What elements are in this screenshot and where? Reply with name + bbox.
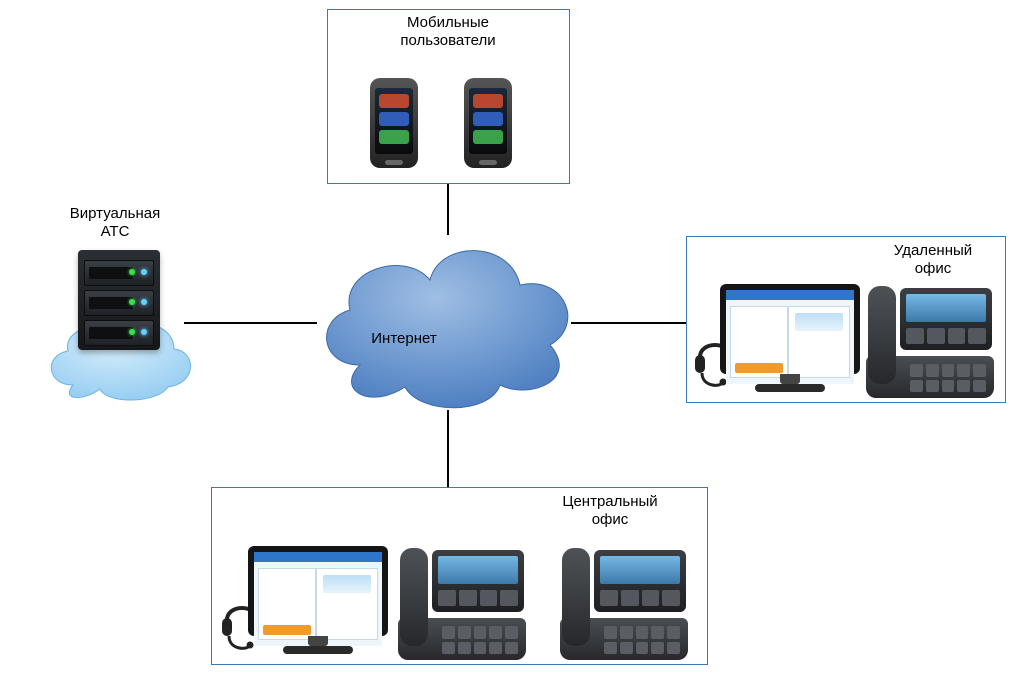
central-office-label: Центральный офис — [562, 493, 657, 529]
ip-phone-icon — [398, 550, 526, 660]
diagram-canvas: Интернет Мобильные пользователи Виртуаль… — [0, 0, 1027, 698]
ip-phone-icon — [560, 550, 688, 660]
smartphone-icon — [370, 78, 418, 168]
ip-phone-icon — [866, 288, 994, 398]
smartphone-icon — [464, 78, 512, 168]
virtual-pbx-label: Виртуальная АТС — [70, 205, 160, 241]
mobile-users-label: Мобильные пользователи — [400, 14, 495, 50]
internet-label: Интернет — [371, 330, 436, 347]
server-rack-icon — [60, 250, 178, 370]
monitor-softphone-icon — [720, 284, 860, 394]
monitor-softphone-icon — [248, 546, 388, 656]
internet-cloud — [300, 215, 590, 420]
remote-office-label: Удаленный офис — [894, 242, 972, 278]
